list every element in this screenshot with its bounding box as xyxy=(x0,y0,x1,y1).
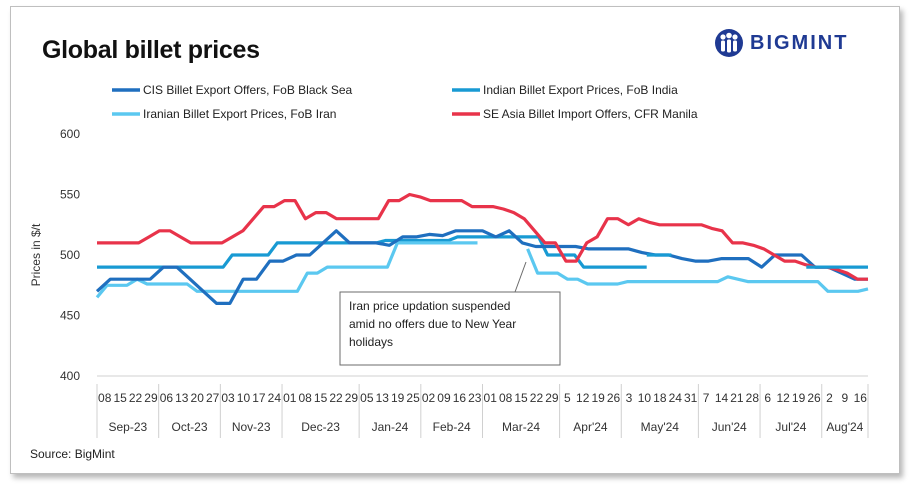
annotation-box xyxy=(339,291,561,366)
x-tick-label: 6 xyxy=(764,391,771,405)
x-tick-label: 12 xyxy=(576,391,590,405)
y-axis-label: Prices in $/t xyxy=(29,223,43,286)
x-tick-label: 23 xyxy=(468,391,482,405)
legend-label: CIS Billet Export Offers, FoB Black Sea xyxy=(143,83,353,97)
x-tick-label: 02 xyxy=(422,391,436,405)
series-line-2 xyxy=(95,241,478,299)
x-tick-label: 3 xyxy=(626,391,633,405)
x-tick-label: 22 xyxy=(129,391,143,405)
annotation-pointer xyxy=(514,261,527,293)
x-month-label: Jul'24 xyxy=(775,420,806,434)
x-tick-label: 03 xyxy=(221,391,235,405)
y-tick-label: 400 xyxy=(60,369,80,383)
x-month-label: May'24 xyxy=(641,420,680,434)
x-tick-label: 21 xyxy=(730,391,744,405)
x-tick-label: 18 xyxy=(653,391,667,405)
x-tick-label: 5 xyxy=(564,391,571,405)
x-tick-label: 24 xyxy=(268,391,282,405)
x-tick-label: 9 xyxy=(842,391,849,405)
x-tick-label: 29 xyxy=(545,391,559,405)
x-axis: 08 15 22 29 06 13 20 27 03 10 17 24 01 08 15 22 29 05 13 19… xyxy=(96,375,869,438)
x-tick-label: 27 xyxy=(206,391,220,405)
x-tick-label: 2 xyxy=(826,391,833,405)
x-tick-label: 08 xyxy=(98,391,112,405)
legend-label: Iranian Billet Export Prices, FoB Iran xyxy=(143,107,336,121)
x-month-label: Apr'24 xyxy=(573,420,608,434)
x-tick-label: 01 xyxy=(283,391,297,405)
y-tick-label: 600 xyxy=(60,127,80,141)
x-tick-label: 24 xyxy=(669,391,683,405)
x-month-label: Jan-24 xyxy=(372,420,409,434)
series-layer xyxy=(95,192,869,305)
annotation-text: Iran price updation suspended xyxy=(349,299,510,313)
source-note: Source: BigMint xyxy=(30,447,115,461)
x-tick-label: 15 xyxy=(514,391,528,405)
x-month-label: Sep-23 xyxy=(108,420,147,434)
bigmint-logo-text: BIGMINT xyxy=(750,31,849,54)
x-tick-label: 15 xyxy=(113,391,127,405)
x-tick-label: 29 xyxy=(345,391,359,405)
x-tick-label: 06 xyxy=(160,391,174,405)
legend-label: SE Asia Billet Import Offers, CFR Manila xyxy=(483,107,698,121)
x-tick-label: 10 xyxy=(638,391,652,405)
series-line-2 xyxy=(526,248,869,293)
x-tick-label: 01 xyxy=(484,391,498,405)
x-month-label: Nov-23 xyxy=(232,420,271,434)
x-tick-label: 08 xyxy=(499,391,513,405)
series-line-3 xyxy=(97,192,868,281)
x-tick-label: 10 xyxy=(237,391,251,405)
x-tick-label: 14 xyxy=(715,391,729,405)
x-month-label: Mar-24 xyxy=(502,420,540,434)
x-tick-label: 09 xyxy=(437,391,451,405)
y-axis: 400 450 500 550 600 Prices in $/t xyxy=(29,127,80,383)
x-tick-label: 19 xyxy=(591,391,605,405)
x-tick-label: 12 xyxy=(777,391,791,405)
x-tick-label: 28 xyxy=(746,391,760,405)
x-tick-label: 22 xyxy=(530,391,544,405)
x-month-label: Dec-23 xyxy=(301,420,340,434)
x-month-label: Jun'24 xyxy=(712,420,747,434)
bigmint-logo: BIGMINT xyxy=(714,28,848,58)
legend-label: Indian Billet Export Prices, FoB India xyxy=(483,83,678,97)
x-tick-label: 15 xyxy=(314,391,328,405)
x-tick-label: 08 xyxy=(298,391,312,405)
series-line-0 xyxy=(95,229,868,305)
x-month-label: Oct-23 xyxy=(172,420,208,434)
x-tick-label: 20 xyxy=(191,391,205,405)
x-tick-label: 17 xyxy=(252,391,266,405)
x-month-label: Feb-24 xyxy=(433,420,471,434)
x-tick-label: 26 xyxy=(607,391,621,405)
annotation-text: amid no offers due to New Year xyxy=(349,317,516,331)
x-tick-label: 16 xyxy=(854,391,868,405)
x-tick-label: 05 xyxy=(360,391,374,405)
chart-legend: CIS Billet Export Offers, FoB Black Sea I… xyxy=(112,83,698,121)
x-tick-label: 19 xyxy=(391,391,405,405)
y-tick-label: 450 xyxy=(60,309,80,323)
x-tick-label: 13 xyxy=(175,391,189,405)
annotation: Iran price updation suspended amid no off… xyxy=(339,261,561,366)
chart-title: Global billet prices xyxy=(42,36,260,64)
x-tick-label: 16 xyxy=(453,391,467,405)
x-tick-label: 22 xyxy=(329,391,343,405)
y-tick-label: 550 xyxy=(60,188,80,202)
x-month-label: Aug'24 xyxy=(826,420,863,434)
x-tick-label: 26 xyxy=(807,391,821,405)
x-tick-label: 19 xyxy=(792,391,806,405)
x-tick-label: 7 xyxy=(703,391,710,405)
x-tick-label: 13 xyxy=(376,391,390,405)
x-tick-label: 29 xyxy=(144,391,158,405)
bigmint-people-icon xyxy=(715,29,743,57)
x-tick-label: 31 xyxy=(684,391,698,405)
annotation-text: holidays xyxy=(349,335,393,349)
x-tick-label: 25 xyxy=(406,391,420,405)
y-tick-label: 500 xyxy=(60,248,80,262)
